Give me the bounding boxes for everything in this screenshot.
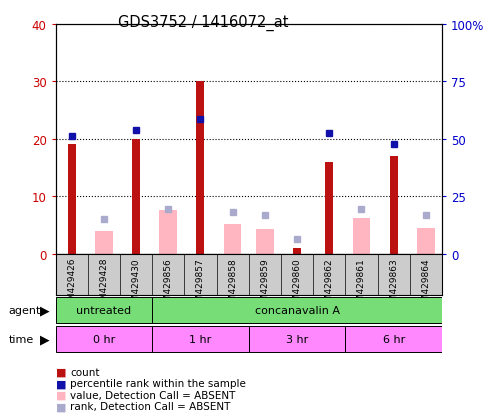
Bar	[390, 157, 398, 254]
Text: ■: ■	[56, 367, 66, 377]
Text: concanavalin A: concanavalin A	[255, 305, 340, 315]
Bar	[95, 231, 113, 254]
Text: 0 hr: 0 hr	[93, 334, 115, 344]
Bar	[345, 326, 442, 352]
Text: untreated: untreated	[76, 305, 131, 315]
Bar	[197, 82, 204, 254]
Text: GSM429856: GSM429856	[164, 257, 173, 312]
Text: value, Detection Call = ABSENT: value, Detection Call = ABSENT	[70, 390, 235, 400]
Bar	[152, 297, 442, 323]
Bar	[132, 140, 140, 254]
Text: ▶: ▶	[40, 304, 50, 317]
Bar	[224, 224, 242, 254]
Bar	[293, 248, 301, 254]
Bar	[56, 326, 152, 352]
Text: ▶: ▶	[40, 332, 50, 346]
Text: agent: agent	[9, 305, 41, 315]
Text: percentile rank within the sample: percentile rank within the sample	[70, 378, 246, 388]
Text: 1 hr: 1 hr	[189, 334, 212, 344]
Text: GSM429857: GSM429857	[196, 257, 205, 312]
Bar	[152, 326, 249, 352]
Text: rank, Detection Call = ABSENT: rank, Detection Call = ABSENT	[70, 401, 230, 411]
Bar	[417, 229, 435, 254]
Text: time: time	[9, 334, 34, 344]
Bar	[256, 230, 274, 254]
Bar	[68, 145, 76, 254]
Text: ■: ■	[56, 401, 66, 411]
Text: count: count	[70, 367, 99, 377]
Bar	[159, 211, 177, 254]
Text: GSM429861: GSM429861	[357, 257, 366, 312]
Bar	[325, 162, 333, 254]
Bar	[56, 297, 152, 323]
Text: GSM429428: GSM429428	[99, 257, 108, 312]
Bar	[353, 218, 370, 254]
Text: GSM429430: GSM429430	[131, 257, 141, 312]
Text: ■: ■	[56, 390, 66, 400]
Text: GSM429858: GSM429858	[228, 257, 237, 312]
Text: GDS3752 / 1416072_at: GDS3752 / 1416072_at	[117, 14, 288, 31]
Text: 6 hr: 6 hr	[383, 334, 405, 344]
Text: ■: ■	[56, 378, 66, 388]
Text: GSM429862: GSM429862	[325, 257, 334, 312]
Text: GSM429859: GSM429859	[260, 257, 270, 312]
Text: GSM429864: GSM429864	[421, 257, 430, 312]
Bar	[249, 326, 345, 352]
Text: 3 hr: 3 hr	[286, 334, 308, 344]
Text: GSM429426: GSM429426	[67, 257, 76, 312]
Text: GSM429863: GSM429863	[389, 257, 398, 312]
Text: GSM429860: GSM429860	[293, 257, 301, 312]
